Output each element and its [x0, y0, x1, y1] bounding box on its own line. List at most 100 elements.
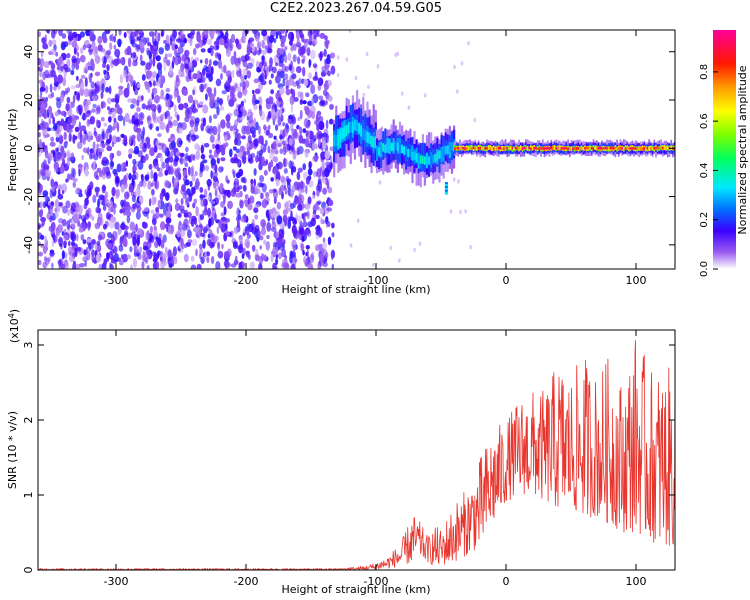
spectrogram-cell [258, 75, 264, 83]
spectrogram-cell [288, 137, 293, 146]
spectrogram-cell [137, 118, 141, 128]
spectrogram-cell [265, 69, 269, 77]
spectrogram-cell [61, 250, 65, 260]
spectrogram-cell [114, 104, 120, 114]
spectrogram-cell [580, 146, 583, 150]
spectrogram-cell [360, 125, 363, 137]
spectrogram-cell [39, 70, 43, 78]
spectrogram-cell [210, 256, 215, 264]
spectrogram-cell [541, 147, 544, 150]
spectrogram-cell [269, 57, 273, 67]
spectrogram-cell [335, 134, 338, 147]
spectrogram-cell [308, 59, 311, 68]
spectrogram-cell [356, 218, 360, 223]
spectrogram-cell [282, 214, 288, 224]
spectrogram-cell [176, 38, 182, 43]
x-tick-label: 0 [503, 575, 510, 588]
spectrogram-cell [66, 208, 71, 216]
spectrogram-cell [49, 83, 53, 93]
spectrogram-cell [71, 114, 76, 122]
spectrogram-cell [265, 192, 270, 198]
spectrogram-cell [298, 78, 302, 85]
spectrogram-cell [187, 94, 194, 104]
spectrogram-cell [254, 99, 260, 104]
spectrogram-cell [307, 196, 312, 205]
spectrogram-cell [143, 207, 149, 213]
snr-frame [37, 329, 676, 571]
spectrogram-cell [322, 187, 327, 195]
spectrogram-cell [111, 33, 114, 42]
spectrogram-cell [159, 95, 164, 100]
spectrogram-cell [87, 243, 94, 250]
snr-series-line [38, 340, 675, 570]
spectrogram-cell [394, 52, 398, 58]
spectrogram-cell [274, 149, 279, 155]
spectrogram-cell [194, 180, 201, 188]
spectrogram-cell [192, 89, 195, 96]
spectrogram-cell [176, 114, 180, 122]
spectrogram-cell [289, 95, 295, 105]
spectrogram-cell [203, 65, 208, 71]
spectrogram-cell [157, 32, 161, 42]
spectrogram-cell [464, 147, 466, 151]
spectrogram-cell [277, 238, 283, 247]
spectrogram-cell [325, 40, 329, 50]
spectrogram-cell [39, 94, 43, 101]
spectrogram-cell [209, 93, 215, 104]
spectrogram-cell [195, 226, 202, 236]
spectrogram-cell [525, 146, 527, 150]
spectrogram-cell [230, 33, 236, 43]
spectrogram-cell [277, 252, 282, 260]
spectrogram-cell [183, 218, 189, 228]
y-tick-label: -20 [22, 188, 35, 206]
spectrogram-cell [248, 115, 253, 124]
spectrogram-cell [634, 147, 637, 150]
spectrogram-cell [212, 143, 216, 150]
spectrogram-cell [223, 206, 227, 216]
spectrogram-cell [358, 122, 361, 135]
spectrogram-cell [152, 31, 155, 40]
spectrogram-cell [84, 77, 88, 88]
spectrogram-cell [317, 77, 324, 86]
spectrogram-cell [465, 147, 468, 151]
spectrogram-cell [345, 57, 349, 62]
spectrogram-cell [318, 95, 324, 101]
spectrogram-plot [38, 30, 675, 269]
spectrogram-cell [133, 226, 138, 234]
spectrogram-cell [68, 31, 74, 42]
spectrogram-cell [165, 100, 171, 108]
spectrogram-cell [407, 148, 410, 158]
spectrogram-cell [450, 141, 454, 151]
spectrogram-cell [226, 179, 230, 184]
spectrogram-cell [440, 149, 443, 158]
spectrogram-cell [467, 41, 470, 46]
y-tick-label: 1 [22, 492, 35, 499]
spectrogram-cell [227, 200, 233, 210]
spectrogram-cell [193, 198, 198, 204]
spectrogram-cell [316, 123, 320, 132]
spectrogram-cell [92, 95, 98, 101]
spectrogram-cell [319, 51, 323, 62]
y-tick-label: 2 [22, 417, 35, 424]
spectrogram-cell [141, 148, 146, 153]
spectrogram-cell [43, 61, 50, 69]
spectrogram-cell [189, 166, 194, 177]
spectrogram-cell [176, 230, 182, 238]
spectrogram-cell [270, 109, 276, 120]
spectrogram-cell [296, 147, 301, 156]
spectrogram-cell [136, 83, 141, 89]
spectrogram-cell [123, 87, 130, 98]
spectrogram-cell [228, 43, 234, 49]
spectrogram-cell [101, 83, 105, 93]
spectrogram-cell [139, 30, 143, 33]
spectrogram-cell [287, 52, 292, 62]
spectrogram-cell [530, 147, 532, 151]
spectrogram-cell [540, 147, 542, 150]
spectrogram-cell [95, 188, 99, 198]
spectrogram-cell [536, 147, 539, 150]
spectrogram-cell [310, 49, 316, 60]
spectrogram-cell [174, 44, 178, 50]
x-tick-label: 100 [626, 575, 647, 588]
spectrogram-cell [235, 148, 240, 153]
spectrogram-cell [204, 57, 209, 65]
